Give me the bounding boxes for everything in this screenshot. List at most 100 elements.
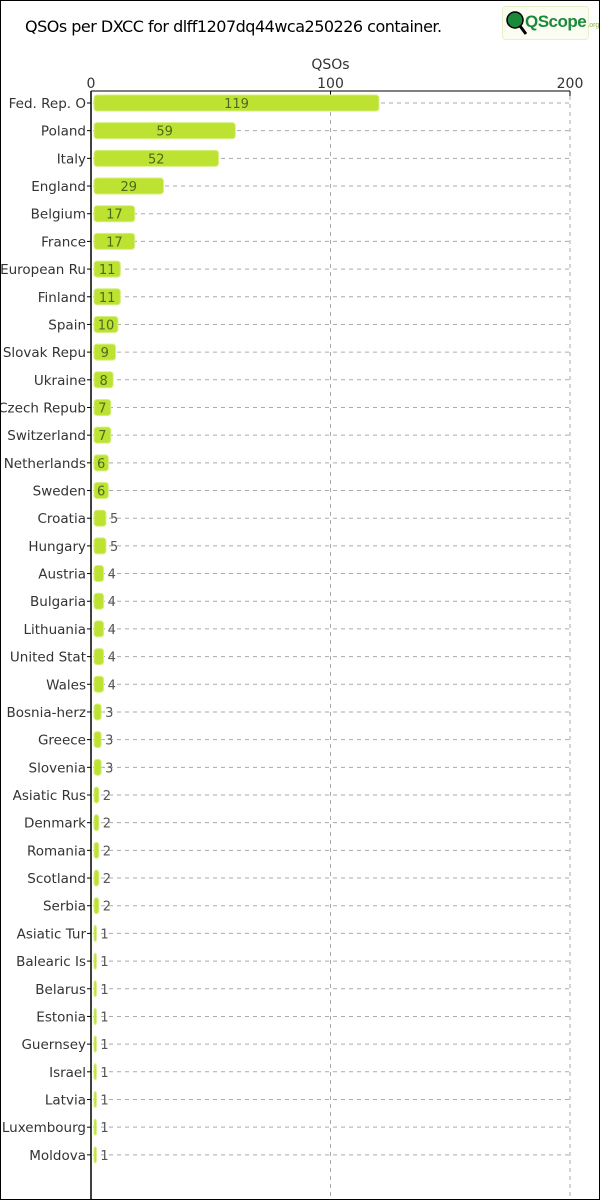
- bar: [93, 1063, 97, 1081]
- bar: [93, 149, 220, 167]
- category-label: Belgium: [31, 207, 86, 223]
- bar: [93, 758, 102, 776]
- data-label: 1: [100, 1066, 108, 1081]
- data-label: 29: [120, 180, 137, 195]
- category-label: Guernsey: [21, 1037, 86, 1053]
- category-label: Moldova: [29, 1148, 86, 1164]
- category-label: France: [41, 234, 86, 250]
- x-tick-label: 100: [317, 76, 344, 92]
- category-label: Finland: [38, 290, 86, 306]
- category-label: England: [31, 179, 86, 195]
- bar: [93, 620, 105, 638]
- category-label: Bulgaria: [30, 594, 86, 610]
- data-label: 4: [108, 595, 116, 610]
- data-label: 6: [97, 485, 105, 500]
- category-label: Serbia: [43, 899, 86, 915]
- category-label: Fed. Rep. O: [9, 96, 86, 112]
- data-label: 1: [100, 1038, 108, 1053]
- data-label: 3: [105, 761, 113, 776]
- data-label: 59: [156, 125, 173, 140]
- data-label: 17: [106, 235, 123, 250]
- logo-suffix: .org: [587, 22, 600, 29]
- bar: [93, 509, 107, 527]
- data-label: 8: [99, 374, 107, 389]
- bar: [93, 94, 380, 112]
- data-label: 1: [100, 955, 108, 970]
- bar: [93, 260, 121, 278]
- bar: [93, 869, 100, 887]
- category-label: Bosnia-herz: [6, 705, 86, 721]
- data-label: 3: [105, 706, 113, 721]
- data-label: 7: [98, 429, 106, 444]
- bar: [93, 288, 121, 306]
- data-label: 1: [100, 1093, 108, 1108]
- data-label: 1: [100, 983, 108, 998]
- category-label: Hungary: [28, 539, 86, 555]
- bar: [93, 205, 136, 223]
- x-tick-label: 200: [557, 76, 584, 92]
- category-label: Asiatic Rus: [13, 788, 86, 804]
- category-label: Austria: [38, 567, 86, 583]
- bar: [93, 1090, 97, 1108]
- data-label: 7: [98, 401, 106, 416]
- category-label: Scotland: [27, 871, 86, 887]
- bar: [93, 1035, 97, 1053]
- chart-title: QSOs per DXCC for dlff1207dq44wca250226 …: [25, 17, 442, 36]
- category-label: Romania: [27, 843, 86, 859]
- category-label: Denmark: [24, 816, 86, 832]
- bar: [93, 980, 97, 998]
- logo-text: QScope: [525, 12, 587, 31]
- data-label: 4: [108, 623, 116, 638]
- data-label: 3: [105, 734, 113, 749]
- bar: [93, 703, 102, 721]
- bar: [93, 482, 109, 500]
- data-label: 2: [103, 789, 111, 804]
- bar: [93, 1118, 97, 1136]
- data-label: 1: [100, 1149, 108, 1164]
- data-label: 4: [108, 678, 116, 693]
- bar: [93, 426, 112, 444]
- category-label: Lithuania: [23, 622, 86, 638]
- x-axis-title: QSOs: [311, 57, 349, 73]
- data-label: 2: [103, 872, 111, 887]
- data-label: 5: [110, 540, 118, 555]
- data-label: 10: [98, 318, 115, 333]
- data-label: 52: [148, 152, 165, 167]
- magnifier-globe-icon: [506, 11, 527, 35]
- data-label: 11: [99, 263, 116, 278]
- category-label: Estonia: [36, 1009, 86, 1025]
- bar: [93, 122, 236, 140]
- category-label: Italy: [57, 151, 86, 167]
- category-label: Ukraine: [34, 373, 86, 389]
- category-label: Asiatic Tur: [17, 926, 87, 942]
- bar: [93, 454, 109, 472]
- qscope-logo: QScope.org: [502, 6, 599, 40]
- category-label: Wales: [46, 677, 86, 693]
- data-label: 119: [224, 97, 249, 112]
- bar: [93, 952, 97, 970]
- data-label: 2: [103, 900, 111, 915]
- category-label: Croatia: [37, 511, 86, 527]
- bar: [93, 343, 117, 361]
- data-label: 2: [103, 817, 111, 832]
- category-label: Slovak Repu: [3, 345, 86, 361]
- bar: [93, 398, 112, 416]
- category-label: Belarus: [35, 982, 86, 998]
- category-label: Netherlands: [4, 456, 86, 472]
- bar: [93, 371, 114, 389]
- category-label: Israel: [49, 1065, 86, 1081]
- data-label: 11: [99, 291, 116, 306]
- category-label: Balearic Is: [16, 954, 86, 970]
- data-label: 4: [108, 651, 116, 666]
- bar: [93, 232, 136, 250]
- category-label: Switzerland: [7, 428, 86, 444]
- bar: [93, 814, 100, 832]
- category-label: European Ru: [1, 262, 86, 278]
- x-tick-label: 0: [87, 76, 96, 92]
- data-label: 1: [100, 1121, 108, 1136]
- category-label: Slovenia: [29, 760, 86, 776]
- data-label: 6: [97, 457, 105, 472]
- bar: [93, 897, 100, 915]
- bar: [93, 565, 105, 583]
- bar: [93, 675, 105, 693]
